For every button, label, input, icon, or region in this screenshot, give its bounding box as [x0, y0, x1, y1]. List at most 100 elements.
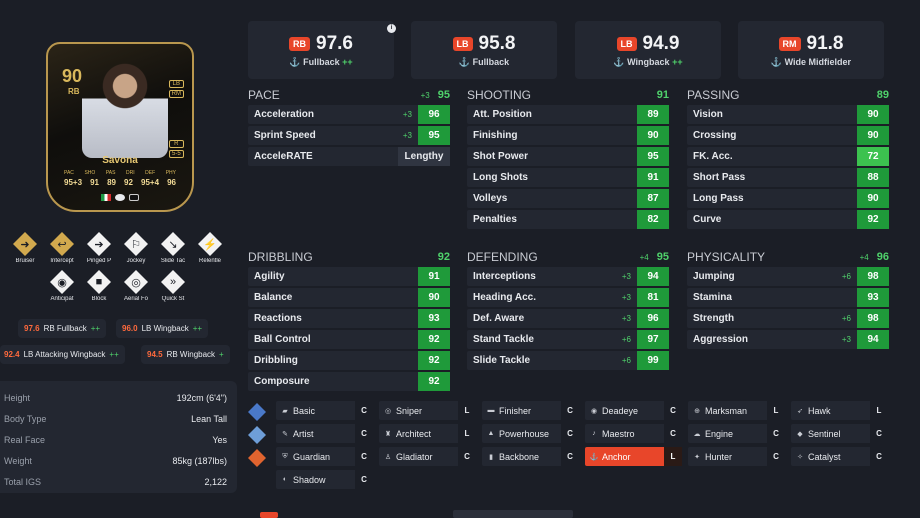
chem-style-maestro[interactable]: ♪ Maestro C: [585, 424, 682, 443]
stat-row[interactable]: Agility 91: [248, 267, 450, 286]
stat-row[interactable]: Dribbling 92: [248, 351, 450, 370]
stat-row[interactable]: Composure 92: [248, 372, 450, 391]
position-rating-card[interactable]: LB 95.8 ⚓ Fullback: [411, 21, 557, 79]
playstyle-label: Relentle: [198, 258, 221, 264]
chem-style-sniper[interactable]: ◎ Sniper L: [379, 401, 476, 420]
category-header: PHYSICALITY +4 96: [687, 249, 889, 265]
playstyle[interactable]: ◎ Aerial Fo: [121, 270, 151, 302]
stat-row[interactable]: Slide Tackle +6 99: [467, 351, 669, 370]
target-icon: ◎: [384, 407, 392, 415]
chem-style-name: Sentinel: [808, 428, 841, 439]
stat-name: Aggression: [693, 334, 749, 345]
alt-position-chip[interactable]: 97.6 RB Fullback ++: [18, 319, 107, 338]
stat-row[interactable]: Balance 90: [248, 288, 450, 307]
category-title: SHOOTING: [467, 88, 532, 102]
chem-style-basic[interactable]: ▰ Basic C: [276, 401, 373, 420]
chem-style-sentinel[interactable]: ◆ Sentinel C: [791, 424, 888, 443]
chem-style-name: Basic: [293, 405, 316, 416]
playstyle[interactable]: ↩ Intercept: [47, 232, 77, 264]
stat-row[interactable]: Sprint Speed +3 95: [248, 126, 450, 145]
chem-style-row: ✎ Artist C ♜ Architect L ▲ Powerhouse C ♪ Maestro C…: [276, 424, 892, 443]
stat-row[interactable]: Stamina 93: [687, 288, 889, 307]
player-card[interactable]: 90 RB LB RM R 5-5 Savona PAC SHO PAS DRI…: [46, 42, 194, 212]
stat-row[interactable]: Long Pass 90: [687, 189, 889, 208]
stat-row[interactable]: FK. Acc. 72: [687, 147, 889, 166]
stat-row[interactable]: Acceleration +3 96: [248, 105, 450, 124]
stat-row[interactable]: Strength +6 98: [687, 309, 889, 328]
stat-row[interactable]: Short Pass 88: [687, 168, 889, 187]
card-stat-label: PAS: [105, 170, 116, 176]
stat-name: Finishing: [473, 130, 518, 141]
chem-style-name: Anchor: [602, 451, 631, 462]
position-rating-card[interactable]: LB 94.9 ⚓ Wingback ++: [575, 21, 721, 79]
chem-style-hunter[interactable]: ✦ Hunter C: [688, 447, 785, 466]
stat-row[interactable]: Crossing 90: [687, 126, 889, 145]
chem-style-engine[interactable]: ☁ Engine C: [688, 424, 785, 443]
stat-row[interactable]: Att. Position 89: [467, 105, 669, 124]
lightning-icon: ⚡: [198, 232, 222, 256]
category-delta: +3: [420, 90, 430, 100]
stat-row[interactable]: Ball Control 92: [248, 330, 450, 349]
category-delta: +4: [639, 252, 649, 262]
shield-icon: ◆: [797, 430, 803, 438]
position-role: Fullback: [303, 57, 340, 67]
chem-style-shadow[interactable]: ◐ Shadow C: [276, 470, 373, 489]
chem-style-marksman[interactable]: ⊕ Marksman L: [688, 401, 785, 420]
playstyle[interactable]: ◉ Anticipat: [47, 270, 77, 302]
aerial-icon: ◎: [124, 270, 148, 294]
playstyle[interactable]: ⚐ Jockey: [121, 232, 151, 264]
playstyle[interactable]: ⚡ Relentle: [195, 232, 225, 264]
chem-style-catalyst[interactable]: ✧ Catalyst C: [791, 447, 888, 466]
bottom-tab[interactable]: [453, 510, 573, 518]
stat-row[interactable]: Interceptions +3 94: [467, 267, 669, 286]
stat-row[interactable]: Jumping +6 98: [687, 267, 889, 286]
alt-position-chip[interactable]: 92.4 LB Attacking Wingback ++: [0, 345, 125, 364]
playstyle[interactable]: ➔ Pinged P: [84, 232, 114, 264]
catalyst-icon: ✧: [797, 453, 803, 461]
stat-row[interactable]: Volleys 87: [467, 189, 669, 208]
playstyle[interactable]: ↘ Slide Tac: [158, 232, 188, 264]
bottom-tab-indicator[interactable]: [260, 512, 278, 518]
chem-style-backbone[interactable]: ▮ Backbone C: [482, 447, 579, 466]
stat-value: 92: [418, 372, 450, 391]
chem-style-architect[interactable]: ♜ Architect L: [379, 424, 476, 443]
playstyle[interactable]: ➜ Bruiser: [10, 232, 40, 264]
chem-style-anchor[interactable]: ⚓ Anchor L: [585, 447, 682, 466]
stat-row[interactable]: Stand Tackle +6 97: [467, 330, 669, 349]
stat-name: AcceleRATE: [254, 151, 313, 162]
category-value: 96: [876, 251, 889, 263]
chem-style-gladiator[interactable]: ♙ Gladiator C: [379, 447, 476, 466]
playstyle[interactable]: » Quick St: [158, 270, 188, 302]
chem-style-deadeye[interactable]: ◉ Deadeye C: [585, 401, 682, 420]
chem-style-guardian[interactable]: ⛨ Guardian C: [276, 447, 373, 466]
info-icon[interactable]: i: [387, 24, 396, 33]
stat-row[interactable]: Reactions 93: [248, 309, 450, 328]
stat-row[interactable]: Finishing 90: [467, 126, 669, 145]
stat-row[interactable]: Curve 92: [687, 210, 889, 229]
position-rating-card[interactable]: RM 91.8 ⚓ Wide Midfielder: [738, 21, 884, 79]
stat-name: Jumping: [693, 271, 735, 282]
stat-row[interactable]: Shot Power 95: [467, 147, 669, 166]
stat-row[interactable]: Vision 90: [687, 105, 889, 124]
alt-position-chip[interactable]: 94.5 RB Wingback +: [141, 345, 230, 364]
stat-row[interactable]: Heading Acc. +3 81: [467, 288, 669, 307]
stat-row[interactable]: AcceleRATE Lengthy: [248, 147, 450, 166]
position-rating-card[interactable]: RB 97.6 ⚓ Fullback ++ i: [248, 21, 396, 79]
chem-style-artist[interactable]: ✎ Artist C: [276, 424, 373, 443]
stat-row[interactable]: Long Shots 91: [467, 168, 669, 187]
playstyle[interactable]: ■ Block: [84, 270, 114, 302]
position-plus: ++: [672, 57, 683, 67]
stat-row[interactable]: Aggression +3 94: [687, 330, 889, 349]
chem-style-name: Artist: [293, 428, 314, 439]
stat-row[interactable]: Penalties 82: [467, 210, 669, 229]
chem-style-powerhouse[interactable]: ▲ Powerhouse C: [482, 424, 579, 443]
bio-key: Real Face: [4, 434, 46, 445]
chem-style-hawk[interactable]: ➶ Hawk L: [791, 401, 888, 420]
stat-row[interactable]: Def. Aware +3 96: [467, 309, 669, 328]
chem-style-finisher[interactable]: ▬ Finisher C: [482, 401, 579, 420]
alt-position-chip[interactable]: 96.0 LB Wingback ++: [116, 319, 209, 338]
helmet-icon: ♙: [384, 453, 392, 461]
card-stat-label: DRI: [126, 170, 135, 176]
chem-style-level: L: [870, 401, 888, 420]
stat-value: 91: [637, 168, 669, 187]
